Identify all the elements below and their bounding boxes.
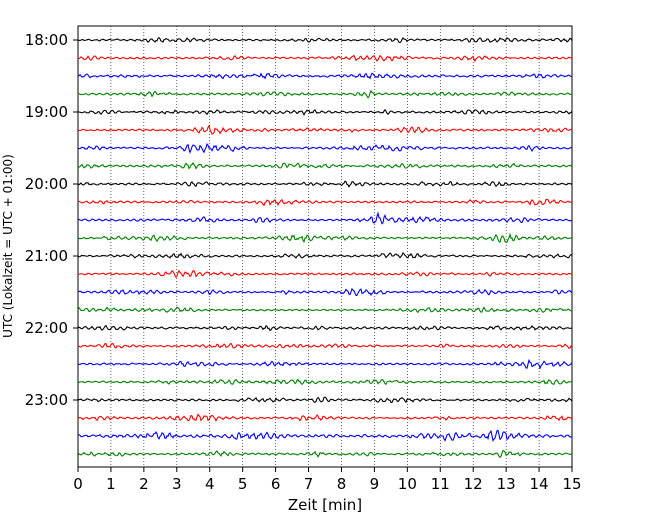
- x-tick-label: 5: [238, 475, 248, 493]
- seismogram-trace: [77, 358, 573, 370]
- y-tick-label: 18:00: [25, 31, 68, 49]
- seismogram-trace: [77, 378, 573, 386]
- traces: [77, 36, 573, 459]
- x-tick-label: 12: [464, 475, 483, 493]
- x-axis-label: Zeit [min]: [288, 496, 362, 514]
- x-tick-label: 15: [562, 475, 581, 493]
- y-tick-label: 21:00: [25, 247, 68, 265]
- y-tick-label: 20:00: [25, 175, 68, 193]
- x-tick-label: 9: [370, 475, 380, 493]
- seismogram-trace: [77, 287, 573, 296]
- seismogram-trace: [77, 232, 573, 243]
- seismogram-trace: [77, 396, 573, 404]
- y-tick-label: 23:00: [25, 391, 68, 409]
- seismogram-trace: [77, 429, 573, 442]
- seismogram-trace: [77, 108, 573, 116]
- seismogram-trace: [77, 251, 573, 259]
- seismogram-trace: [77, 324, 573, 332]
- x-tick-label: 0: [73, 475, 83, 493]
- y-tick-label: 22:00: [25, 319, 68, 337]
- seismogram-trace: [77, 198, 573, 207]
- y-axis-label: UTC (Lokalzeit = UTC + 01:00): [1, 154, 15, 338]
- x-tick-label: 6: [271, 475, 281, 493]
- x-tick-label: 7: [304, 475, 314, 493]
- seismogram-trace: [77, 413, 573, 423]
- seismogram-trace: [77, 449, 573, 459]
- x-tick-label: 1: [106, 475, 116, 493]
- seismogram-trace: [77, 72, 573, 80]
- seismogram-trace: [77, 269, 573, 279]
- x-tick-label: 10: [398, 475, 417, 493]
- seismogram-trace: [77, 89, 573, 99]
- x-tick-label: 13: [497, 475, 516, 493]
- x-tick-label: 11: [431, 475, 450, 493]
- y-axis-ticks: 18:00 19:00 20:00 21:00 22:00 23:00: [25, 31, 78, 409]
- seismogram-trace: [77, 342, 573, 349]
- seismogram-trace: [77, 306, 573, 314]
- x-tick-label: 2: [139, 475, 149, 493]
- x-axis-ticks: 0 1 2 3 4 5 6 7 8 9 10 11 12 13 14 15: [73, 467, 582, 493]
- x-tick-label: 8: [337, 475, 347, 493]
- x-tick-label: 14: [530, 475, 549, 493]
- seismogram-trace: [77, 54, 573, 63]
- seismogram-trace: [77, 142, 573, 154]
- x-tick-label: 4: [205, 475, 215, 493]
- seismogram-trace: [77, 211, 573, 225]
- x-tick-label: 3: [172, 475, 182, 493]
- plot-frame: [77, 25, 573, 468]
- seismogram-trace: [77, 36, 573, 44]
- seismogram-trace: [77, 180, 573, 188]
- seismogram-trace: [77, 161, 573, 170]
- seismogram-trace: [77, 124, 573, 135]
- y-tick-label: 19:00: [25, 103, 68, 121]
